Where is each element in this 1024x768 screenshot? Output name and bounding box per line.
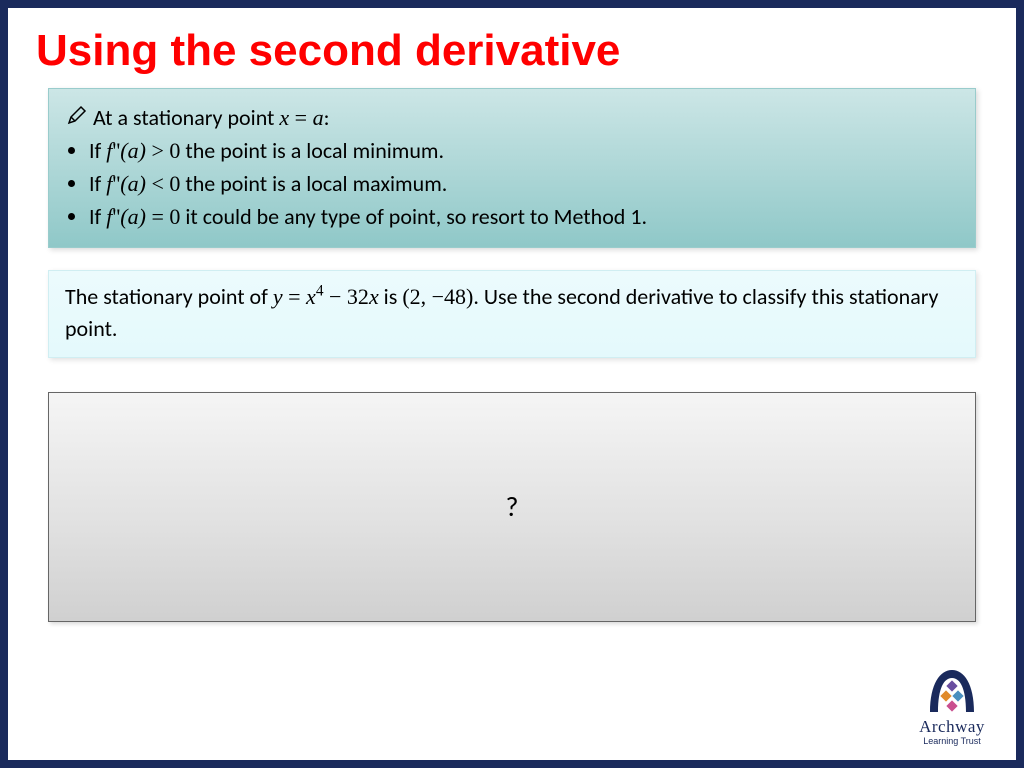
text: If bbox=[89, 203, 106, 230]
answer-placeholder: ? bbox=[506, 489, 519, 524]
math-expr: (2, −48) bbox=[402, 284, 473, 309]
text: At a stationary point bbox=[93, 104, 279, 131]
text: If bbox=[89, 137, 106, 164]
math-expr: x = a bbox=[279, 105, 323, 130]
text: the point is a local minimum. bbox=[180, 137, 444, 164]
rules-header-text: At a stationary point x = a: bbox=[93, 101, 329, 134]
pencil-icon bbox=[67, 101, 87, 134]
rule-item: If f''(a) = 0 it could be any type of po… bbox=[89, 200, 957, 233]
question-callout: The stationary point of y = x4 − 32x is … bbox=[48, 270, 976, 358]
rules-list: If f''(a) > 0 the point is a local minim… bbox=[67, 134, 957, 233]
answer-reveal-box[interactable]: ? bbox=[48, 392, 976, 622]
slide-title: Using the second derivative bbox=[8, 8, 1016, 76]
logo-subtitle: Learning Trust bbox=[908, 736, 996, 746]
rules-callout: At a stationary point x = a: If f''(a) >… bbox=[48, 88, 976, 248]
math-expr: y = x4 − 32x bbox=[273, 284, 379, 309]
text: : bbox=[324, 104, 330, 131]
slide-frame: Using the second derivative At a station… bbox=[0, 0, 1024, 768]
text: If bbox=[89, 170, 106, 197]
archway-icon bbox=[922, 666, 982, 716]
math-expr: f''(a) < 0 bbox=[106, 171, 180, 196]
text: the point is a local maximum. bbox=[180, 170, 447, 197]
text: it could be any type of point, so resort… bbox=[180, 203, 647, 230]
text: is bbox=[379, 283, 403, 310]
logo-name: Archway bbox=[908, 717, 996, 737]
math-expr: f''(a) = 0 bbox=[106, 204, 180, 229]
math-expr: f''(a) > 0 bbox=[106, 138, 180, 163]
rule-item: If f''(a) > 0 the point is a local minim… bbox=[89, 134, 957, 167]
brand-logo: Archway Learning Trust bbox=[908, 666, 996, 746]
text: The stationary point of bbox=[65, 283, 273, 310]
rules-header: At a stationary point x = a: bbox=[67, 101, 957, 134]
rule-item: If f''(a) < 0 the point is a local maxim… bbox=[89, 167, 957, 200]
